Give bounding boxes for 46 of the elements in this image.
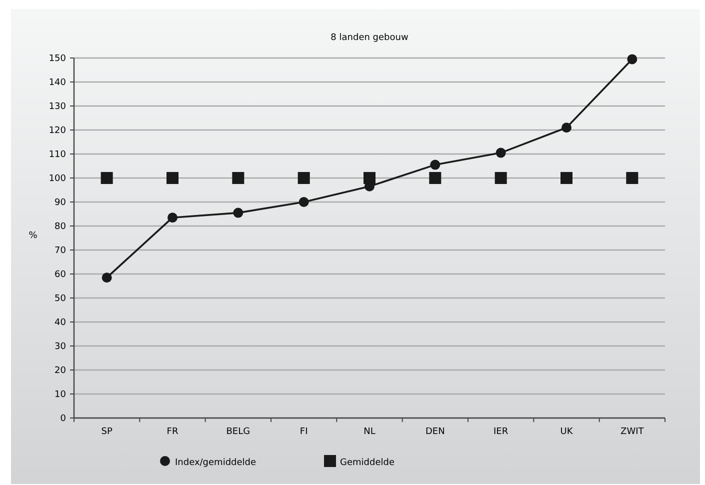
point bbox=[298, 197, 309, 207]
y-tick-label: 150 bbox=[48, 54, 66, 64]
y-tick-label: 70 bbox=[54, 246, 66, 256]
y-tick-label: 0 bbox=[60, 414, 66, 424]
point bbox=[429, 172, 442, 184]
chart-title: 8 landen gebouw bbox=[330, 33, 408, 43]
point bbox=[560, 172, 572, 184]
point bbox=[494, 172, 507, 184]
point bbox=[496, 148, 506, 158]
y-tick-label: 80 bbox=[54, 222, 66, 232]
point bbox=[233, 208, 244, 218]
x-tick-label: UK bbox=[560, 427, 574, 437]
y-tick-label: 100 bbox=[48, 174, 66, 184]
x-tick-label: ZWIT bbox=[620, 427, 644, 437]
y-axis-title: % bbox=[28, 231, 38, 241]
y-tick-label: 10 bbox=[54, 390, 66, 400]
point bbox=[562, 122, 572, 133]
x-tick-label: DEN bbox=[425, 427, 445, 437]
point bbox=[430, 160, 440, 170]
x-tick-label: BELG bbox=[226, 427, 250, 437]
y-tick-label: 140 bbox=[48, 78, 66, 88]
y-tick-label: 20 bbox=[54, 366, 66, 376]
y-tick-label: 60 bbox=[54, 270, 66, 280]
x-tick-label: NL bbox=[364, 427, 376, 437]
point bbox=[100, 172, 113, 184]
y-tick-label: 110 bbox=[48, 150, 66, 160]
x-tick-label: FI bbox=[300, 427, 308, 437]
point bbox=[298, 172, 310, 184]
y-tick-label: 120 bbox=[48, 126, 66, 136]
y-tick-label: 40 bbox=[54, 318, 66, 328]
x-tick-label: FR bbox=[166, 427, 178, 437]
point bbox=[364, 172, 376, 184]
point bbox=[627, 54, 638, 64]
point bbox=[166, 172, 178, 184]
point bbox=[168, 212, 178, 223]
point bbox=[102, 272, 112, 283]
y-tick-label: 30 bbox=[54, 342, 66, 352]
point bbox=[626, 172, 638, 184]
legend-label: Gemiddelde bbox=[340, 458, 395, 468]
point bbox=[232, 172, 244, 184]
y-tick-label: 50 bbox=[54, 294, 66, 304]
x-tick-label: IER bbox=[494, 427, 508, 437]
y-tick-label: 130 bbox=[48, 102, 66, 112]
x-tick-label: SP bbox=[101, 427, 113, 437]
y-tick-label: 90 bbox=[54, 198, 66, 208]
legend-label: Index/gemiddelde bbox=[175, 458, 256, 468]
